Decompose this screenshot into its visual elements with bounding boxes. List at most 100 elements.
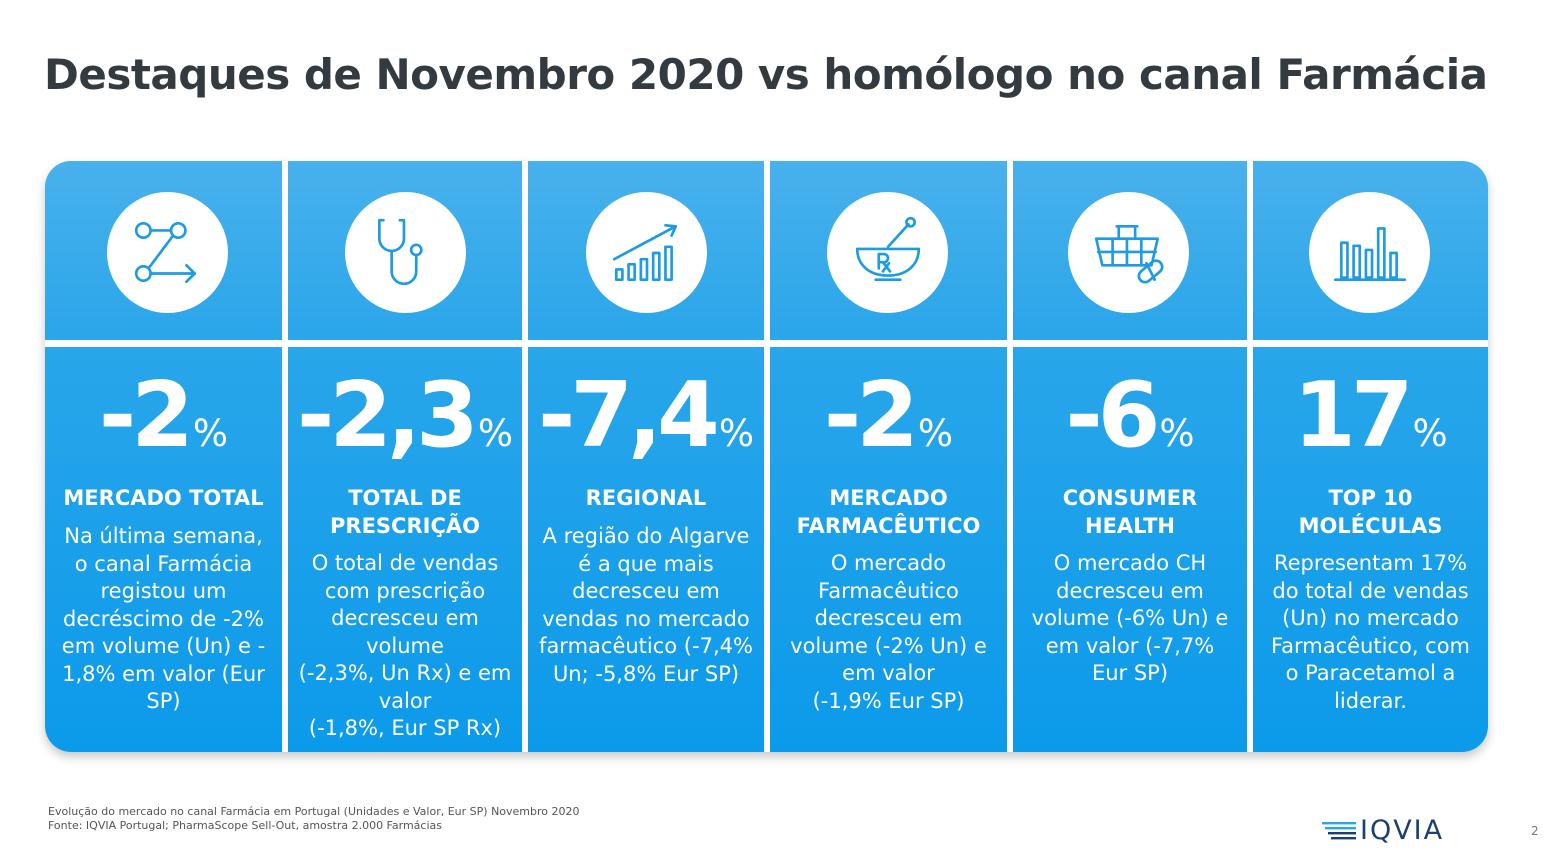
desc-line: é a que mais [578,551,714,576]
desc-line: decresceu em [1056,578,1204,603]
stat-description: Na última semana, o canal Farmácia regis… [45,523,282,716]
icon-badge [1068,192,1189,313]
desc-line: em volume (Un) e - [61,634,266,658]
desc-line: SP) [146,689,181,713]
desc-line: decresceu em [814,606,963,630]
basket-pill-icon [1094,224,1164,284]
growth-chart-icon [612,223,677,281]
stat-unit: % [1412,412,1448,455]
desc-line: Eur SP) [1091,661,1169,685]
logo-text: IQVIA [1360,815,1445,846]
stat-figure: -6% [1013,366,1247,466]
stat-figure: -7,4% [528,366,764,466]
card-top-10-moleculas: 17% TOP 10 MOLÉCULAS Representam 17% do … [1253,161,1488,752]
logo-stripes-icon [1322,822,1356,840]
network-arrows-icon [134,221,196,283]
desc-line: farmacêutico (-7,4% [539,634,753,658]
stat-heading: TOTAL DE PRESCRIÇÃO [288,485,522,540]
page-number: 2 [1531,824,1539,838]
desc-line: liderar. [1334,688,1407,713]
desc-line: o canal Farmácia [74,551,253,576]
footnote-line: Evolução do mercado no canal Farmácia em… [48,805,580,818]
column-divider [764,161,770,752]
stethoscope-icon [377,218,423,285]
heading-line: MERCADO TOTAL [63,486,264,510]
stat-unit: % [477,412,513,455]
card-regional: -7,4% REGIONAL A região do Algarve é a q… [528,161,764,752]
stat-heading: MERCADO FARMACÊUTICO [770,485,1007,540]
desc-line: valor [378,688,432,713]
desc-line: A região do Algarve [542,524,750,548]
desc-line: Farmacêutico, com [1270,633,1471,658]
stat-value: -2,3 [297,363,479,468]
stat-heading: TOP 10 MOLÉCULAS [1253,485,1488,540]
desc-line: em valor (-7,7% [1045,633,1215,658]
heading-line: TOP 10 [1328,486,1413,510]
stat-value: -2 [823,363,919,468]
footnote-line: Fonte: IQVIA Portugal; PharmaScope Sell-… [48,819,442,832]
stat-description: A região do Algarve é a que mais decresc… [528,523,764,688]
icon-badge [586,192,707,313]
desc-line: o Paracetamol a [1285,661,1456,685]
desc-line: Farmacêutico [818,578,959,603]
iqvia-logo: IQVIA [1322,816,1444,846]
heading-line: MERCADO [829,486,948,510]
stat-heading: MERCADO TOTAL [45,485,282,513]
desc-line: Na última semana, [64,524,263,548]
highlights-panel: -2% MERCADO TOTAL Na última semana, o ca… [45,161,1488,752]
heading-line: HEALTH [1085,513,1175,538]
icon-badge [827,192,948,313]
stat-figure: -2% [770,366,1007,466]
desc-line: (Un) no mercado [1282,606,1459,630]
desc-line: decresceu em [331,606,479,630]
desc-line: com prescrição [324,578,486,603]
card-mercado-farmaceutico: -2% MERCADO FARMACÊUTICO O mercado Farma… [770,161,1007,752]
desc-line: O mercado CH [1053,551,1207,575]
heading-line: FARMACÊUTICO [796,513,981,538]
stat-value: -7,4 [538,363,720,468]
card-mercado-total: -2% MERCADO TOTAL Na última semana, o ca… [45,161,282,752]
stat-figure: -2,3% [288,366,522,466]
stat-value: 17 [1293,363,1413,468]
bar-chart-icon [1333,226,1406,281]
stat-figure: -2% [45,366,282,466]
column-divider [282,161,288,752]
heading-line: TOTAL DE [348,486,462,510]
stat-description: O total de vendas com prescrição decresc… [288,550,522,743]
desc-line: decresceu em [572,579,720,603]
desc-line: (-2,3%, Un Rx) e em [298,661,512,685]
column-divider [522,161,528,752]
desc-line: vendas no mercado [542,606,750,631]
stat-heading: REGIONAL [528,485,764,513]
stat-value: -6 [1065,363,1160,468]
stat-unit: % [1159,412,1195,455]
stat-value: -2 [98,363,194,468]
desc-line: volume [366,633,444,658]
stat-heading: CONSUMER HEALTH [1013,485,1247,540]
desc-line: volume (-6% Un) e [1031,606,1229,630]
desc-line: (-1,8%, Eur SP Rx) [308,716,502,740]
desc-line: registou um [100,579,227,603]
column-divider [1247,161,1253,752]
card-consumer-health: -6% CONSUMER HEALTH O mercado CH decresc… [1013,161,1247,752]
heading-line: PRESCRIÇÃO [330,513,480,538]
stat-unit: % [718,412,754,455]
desc-line: O mercado [830,551,947,575]
icon-badge [107,192,228,313]
heading-line: MOLÉCULAS [1298,513,1443,538]
desc-line: O total de vendas [311,551,499,575]
icon-badge [1309,192,1430,313]
heading-line: CONSUMER [1062,486,1198,510]
stat-description: O mercado CH decresceu em volume (-6% Un… [1013,550,1247,688]
icon-badge [345,192,466,313]
footnote: Evolução do mercado no canal Farmácia em… [48,805,580,833]
column-divider [1007,161,1013,752]
stat-figure: 17% [1253,366,1488,466]
stat-unit: % [192,412,229,455]
desc-line: volume (-2% Un) e [790,633,987,658]
desc-line: Representam 17% [1273,551,1468,575]
desc-line: em valor [842,661,935,685]
heading-line: REGIONAL [585,486,707,510]
stat-unit: % [917,412,954,455]
stat-description: Representam 17% do total de vendas (Un) … [1253,550,1488,715]
